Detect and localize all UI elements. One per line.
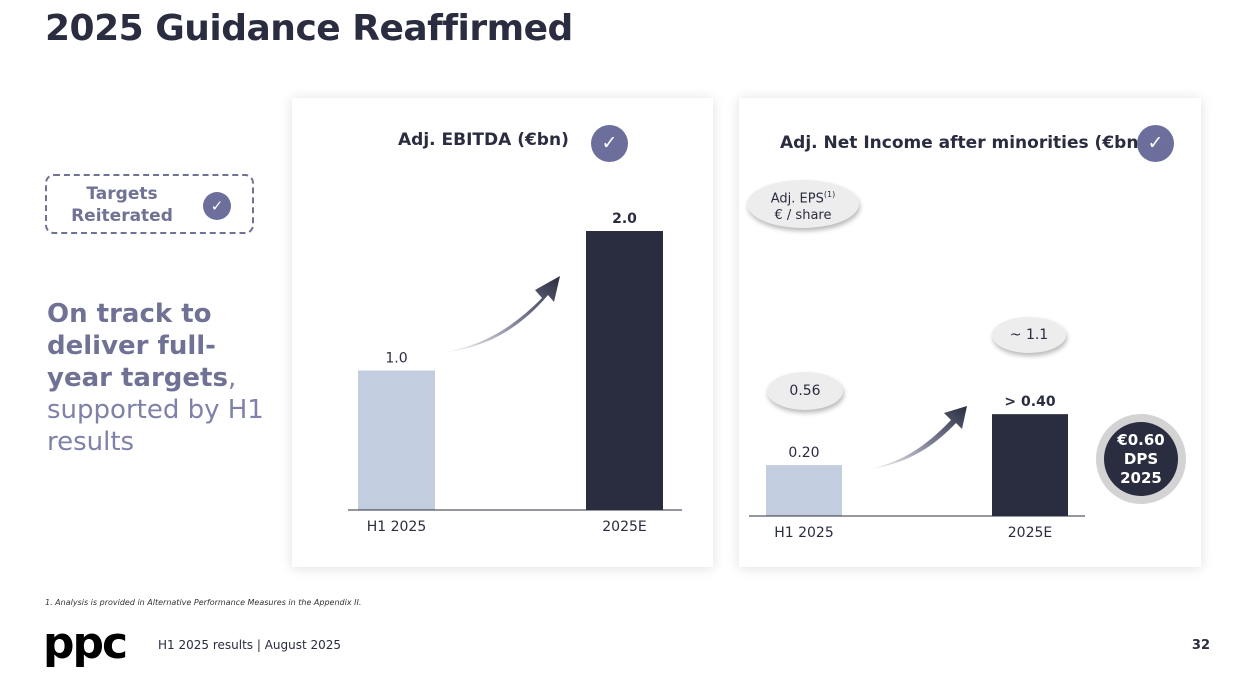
dps-badge-inner: €0.60 DPS 2025 xyxy=(1104,422,1178,496)
ebitda-chart-title: Adj. EBITDA (€bn) xyxy=(398,130,569,150)
targets-label: Targets Reiterated xyxy=(71,184,173,226)
dps-label: DPS xyxy=(1123,449,1159,468)
ni-growth-arrow xyxy=(865,406,967,470)
ppc-logo: ppc xyxy=(43,618,128,669)
eps-label-unit: € / share xyxy=(774,208,832,224)
net-income-check-icon: ✓ xyxy=(1137,125,1174,162)
footer-text: H1 2025 results | August 2025 xyxy=(158,638,342,652)
ebitda-card: Adj. EBITDA (€bn) ✓ 1.0 H1 2025 2.0 2025E xyxy=(292,98,713,567)
eps-value-bubble-h1: 0.56 xyxy=(767,372,843,410)
ebitda-chart: 1.0 H1 2025 2.0 2025E xyxy=(348,211,682,535)
eps-label-bubble: Adj. EPS(1) € / share xyxy=(747,180,859,228)
ebitda-bar-0 xyxy=(358,370,435,510)
ebitda-value-label-1: 2.0 xyxy=(612,211,637,227)
ni-category-label-1: 2025E xyxy=(1008,525,1052,541)
ebitda-growth-arrow xyxy=(440,276,560,353)
footnote: 1. Analysis is provided in Alternative P… xyxy=(45,598,362,607)
net-income-chart: 0.20 H1 2025 > 0.40 2025E xyxy=(749,394,1085,541)
ebitda-value-label-0: 1.0 xyxy=(385,351,407,367)
ebitda-check-icon: ✓ xyxy=(591,125,628,162)
eps-value-bubble-2025e: ~ 1.1 xyxy=(992,317,1066,353)
eps-label-sup: (1) xyxy=(823,190,836,199)
ni-value-label-0: 0.20 xyxy=(788,445,819,461)
check-icon: ✓ xyxy=(203,192,231,220)
on-track-comma: , xyxy=(227,363,237,393)
on-track-rest-text: supported by H1 results xyxy=(47,395,264,457)
ebitda-category-label-0: H1 2025 xyxy=(367,519,427,535)
ebitda-category-label-1: 2025E xyxy=(602,519,646,535)
dps-badge: €0.60 DPS 2025 xyxy=(1096,414,1186,504)
targets-reiterated-badge: Targets Reiterated ✓ xyxy=(45,174,254,234)
ni-bar-1 xyxy=(992,414,1068,516)
dps-year: 2025 xyxy=(1120,468,1162,487)
on-track-statement: On track to deliver full-year targets, s… xyxy=(47,298,277,458)
ni-value-label-1: > 0.40 xyxy=(1004,394,1055,410)
dps-value: €0.60 xyxy=(1117,430,1165,449)
ni-category-label-0: H1 2025 xyxy=(774,525,834,541)
on-track-bold-text: On track to deliver full-year targets xyxy=(47,299,228,393)
page-number: 32 xyxy=(1191,638,1210,653)
page-title: 2025 Guidance Reaffirmed xyxy=(45,8,573,49)
eps-label-main: Adj. EPS xyxy=(770,191,824,207)
ebitda-bar-1 xyxy=(586,231,663,510)
net-income-chart-title: Adj. Net Income after minorities (€bn) xyxy=(780,133,1147,153)
ni-bar-0 xyxy=(766,465,842,516)
